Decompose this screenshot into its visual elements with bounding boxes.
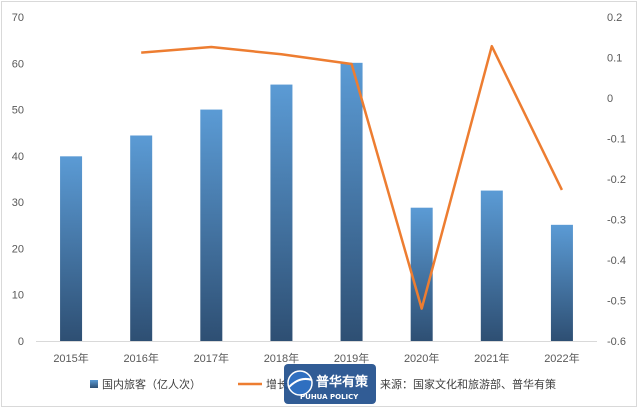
bar-2017年	[200, 109, 223, 341]
bar-series	[60, 62, 573, 342]
right-tick-label: 0	[607, 93, 613, 105]
right-tick-label: 0.2	[607, 12, 622, 24]
left-tick-label: 0	[18, 336, 24, 348]
right-tick-label: 0.1	[607, 53, 622, 65]
bar-2015年	[60, 156, 83, 341]
left-tick-label: 70	[12, 12, 24, 24]
bar-2021年	[480, 190, 503, 341]
left-tick-label: 50	[12, 105, 24, 117]
left-tick-label: 40	[12, 151, 24, 163]
left-tick-label: 30	[12, 197, 24, 209]
bar-2019年	[340, 62, 363, 342]
left-tick-label: 10	[12, 290, 24, 302]
left-tick-label: 60	[12, 58, 24, 70]
right-tick-label: -0.5	[607, 296, 626, 308]
x-tick-label: 2017年	[194, 351, 229, 365]
watermark-en: PUHUA POLICY	[300, 393, 359, 401]
watermark-cn: 普华有策	[316, 374, 369, 390]
x-tick-label: 2020年	[404, 351, 439, 365]
source-note: 来源：国家文化和旅游部、普华有策	[380, 377, 556, 391]
right-tick-label: -0.4	[607, 255, 626, 267]
watermark-swoosh-icon	[288, 377, 313, 388]
legend-label-bar: 国内旅客（亿人次）	[102, 377, 201, 391]
x-tick-label: 2021年	[474, 351, 509, 365]
left-axis: 0 10 20 30 40 50 60 70	[12, 12, 24, 348]
legend-swatch-bar	[90, 380, 98, 388]
bar-2022年	[550, 224, 573, 341]
right-tick-label: -0.1	[607, 134, 626, 146]
legend-label-line: 增长	[266, 377, 288, 391]
bar-2018年	[270, 84, 293, 341]
left-tick-label: 20	[12, 243, 24, 255]
x-tick-label: 2019年	[334, 351, 369, 365]
legend: 国内旅客（亿人次） 增长 来源：国家文化和旅游部、普华有策	[90, 377, 556, 391]
right-axis: -0.6 -0.5 -0.4 -0.3 -0.2 -0.1 0 0.1 0.2	[607, 12, 626, 348]
right-tick-label: -0.2	[607, 174, 626, 186]
x-tick-label: 2015年	[53, 351, 88, 365]
x-tick-label: 2018年	[264, 351, 299, 365]
watermark-globe-icon	[287, 370, 313, 396]
bar-2020年	[410, 207, 433, 341]
x-tick-label: 2016年	[123, 351, 158, 365]
x-axis: 2015年 2016年 2017年 2018年 2019年 2020年 2021年 2022年	[53, 351, 579, 365]
right-tick-label: -0.6	[607, 336, 626, 348]
right-tick-label: -0.3	[607, 215, 626, 227]
bar-2016年	[130, 135, 153, 341]
growth-line	[141, 44, 564, 310]
watermark-logo: 普华有策 PUHUA POLICY	[284, 364, 376, 404]
x-tick-label: 2022年	[544, 351, 579, 365]
